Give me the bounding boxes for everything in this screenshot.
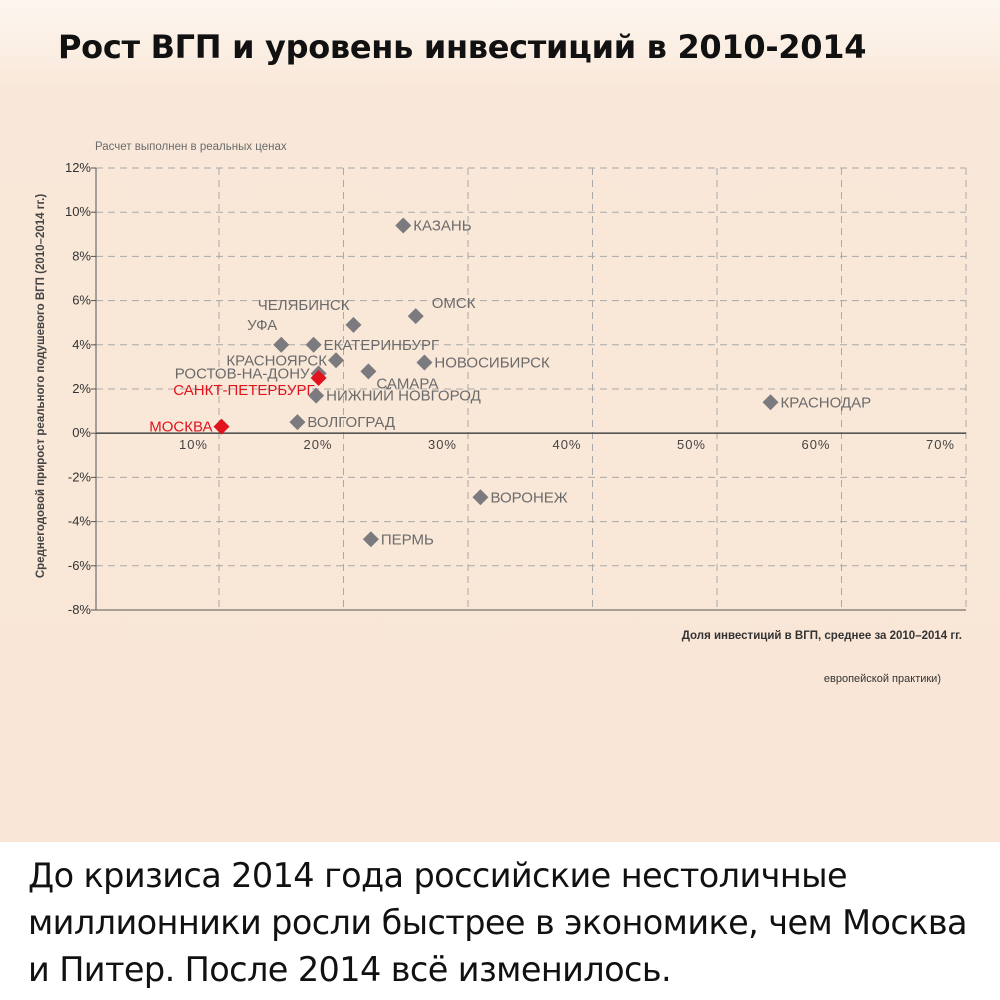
y-tick-label: -4% [68,514,92,529]
y-tick-label: 0% [72,425,91,440]
y-axis-label: Среднегодовой прирост реального подушево… [35,194,47,579]
data-point-marker [308,387,325,404]
x-tick-label: 60% [801,437,830,452]
data-point-label: КРАСНОДАР [781,394,872,411]
data-point-label: КАЗАНЬ [413,217,471,234]
x-axis-ticks: 10% 20% 30% 40% 50% 60% 70% [179,437,955,452]
data-point-label: ВОЛГОГРАД [307,414,395,431]
x-axis-label: Доля инвестиций в ВГП, среднее за 2010–2… [682,630,962,642]
data-point-label: НИЖНИЙ НОВГОРОД [326,387,481,405]
x-tick-label: 70% [926,437,955,452]
data-point-label: САНКТ-ПЕТЕРБУРГ [173,382,314,399]
data-point-marker [407,308,424,325]
data-point-marker [213,418,230,435]
data-point-label: ЕКАТЕРИНБУРГ [324,337,440,354]
y-tick-label: 4% [72,337,91,352]
data-point-marker [362,531,379,548]
data-point-marker [289,414,306,431]
x-tick-label: 50% [677,437,706,452]
page-title: Рост ВГП и уровень инвестиций в 2010-201… [58,28,867,66]
chart-note: Расчет выполнен в реальных ценах [95,141,287,153]
data-point-marker [472,489,489,506]
y-tick-label: -6% [68,558,92,573]
y-axis-ticks: 12% 10% 8% 6% 4% 2% 0% -2% -4% -6% -8% [65,160,96,617]
data-point-marker [345,316,362,333]
y-tick-label: 10% [65,204,91,219]
data-point-label: ВОРОНЕЖ [490,489,567,506]
y-tick-label: -8% [68,602,92,617]
chart-background [0,0,1000,842]
data-point-marker [360,363,377,380]
data-point-label: САМАРА [376,375,438,392]
scatter-chart: Расчет выполнен в реальных ценах 12% 10% 8… [35,141,967,685]
y-tick-label: 8% [72,248,91,263]
data-point-marker [273,336,290,353]
y-tick-label: 2% [72,381,91,396]
data-point-label: ПЕРМЬ [381,531,434,548]
data-point-marker [310,369,327,386]
x-tick-label: 10% [179,437,208,452]
data-point-marker [762,394,779,411]
data-point-label: МОСКВА [149,419,212,436]
data-point-label: ЧЕЛЯБИНСК [258,297,350,314]
data-point-marker [416,354,433,371]
y-tick-label: -2% [68,469,92,484]
data-point-label: КРАСНОЯРСК [226,352,327,369]
data-point-label: ОМСК [432,295,476,312]
data-point-label: НОВОСИБИРСК [434,354,550,371]
x-tick-label: 30% [428,437,457,452]
caption-text: До кризиса 2014 года российские нестолич… [28,856,968,989]
y-tick-label: 6% [72,293,91,308]
data-point-marker [328,352,345,369]
chart-footnote: европейской практики) [824,673,941,685]
data-point-label: УФА [247,317,277,334]
data-point-label: РОСТОВ-НА-ДОНУ [175,366,310,383]
data-point-marker [305,336,322,353]
y-tick-label: 12% [65,160,91,175]
x-tick-label: 20% [303,437,332,452]
x-tick-label: 40% [552,437,581,452]
data-point-marker [395,217,412,234]
